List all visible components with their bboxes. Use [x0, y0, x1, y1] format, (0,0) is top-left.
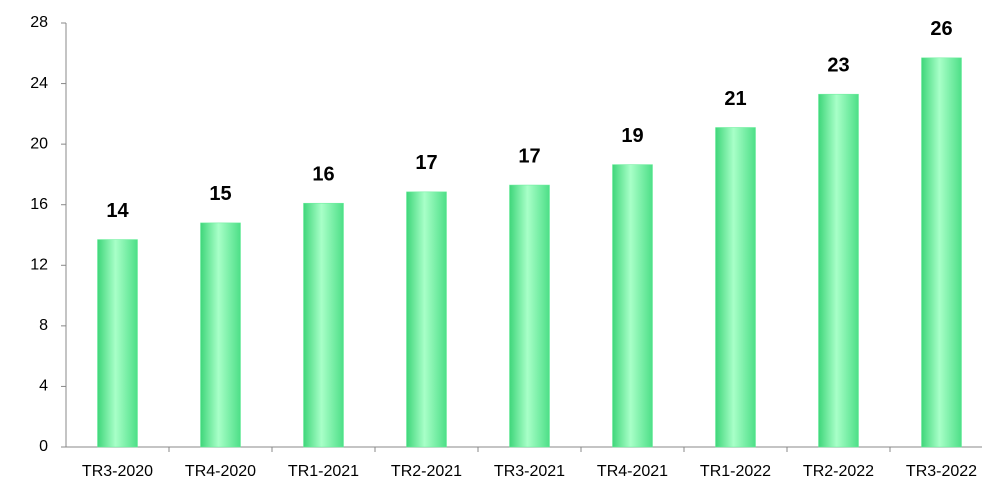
y-tick-label: 8 — [39, 317, 48, 334]
value-label: 17 — [415, 152, 437, 174]
x-tick-label: TR4-2020 — [185, 463, 256, 480]
value-label: 17 — [518, 145, 540, 167]
bar — [818, 93, 859, 448]
x-tick-label: TR3-2021 — [494, 463, 565, 480]
x-tick-label: TR2-2021 — [391, 463, 462, 480]
bar — [921, 57, 962, 448]
y-tick-label: 28 — [30, 14, 48, 31]
x-tick-label: TR1-2022 — [700, 463, 771, 480]
y-tick-label: 20 — [30, 135, 48, 152]
value-label: 16 — [312, 163, 334, 185]
value-label: 21 — [724, 88, 746, 110]
x-tick-label: TR2-2022 — [803, 463, 874, 480]
bar — [715, 127, 756, 448]
x-tick-label: TR4-2021 — [597, 463, 668, 480]
bar — [612, 164, 653, 448]
value-label: 19 — [621, 125, 643, 147]
value-label: 14 — [106, 200, 129, 222]
bar — [97, 239, 138, 448]
bar — [303, 202, 344, 448]
value-label: 26 — [930, 18, 952, 40]
y-tick-label: 4 — [39, 378, 48, 395]
y-tick-label: 12 — [30, 257, 48, 274]
y-tick-label: 24 — [30, 75, 48, 92]
value-label: 23 — [827, 54, 849, 76]
x-tick-label: TR1-2021 — [288, 463, 359, 480]
y-tick-label: 0 — [39, 438, 48, 455]
x-tick-label: TR3-2020 — [82, 463, 153, 480]
value-label: 15 — [209, 183, 231, 205]
bar — [509, 184, 550, 448]
x-tick-label: TR3-2022 — [906, 463, 977, 480]
bar — [200, 222, 241, 448]
y-tick-label: 16 — [30, 196, 48, 213]
bar — [406, 191, 447, 448]
